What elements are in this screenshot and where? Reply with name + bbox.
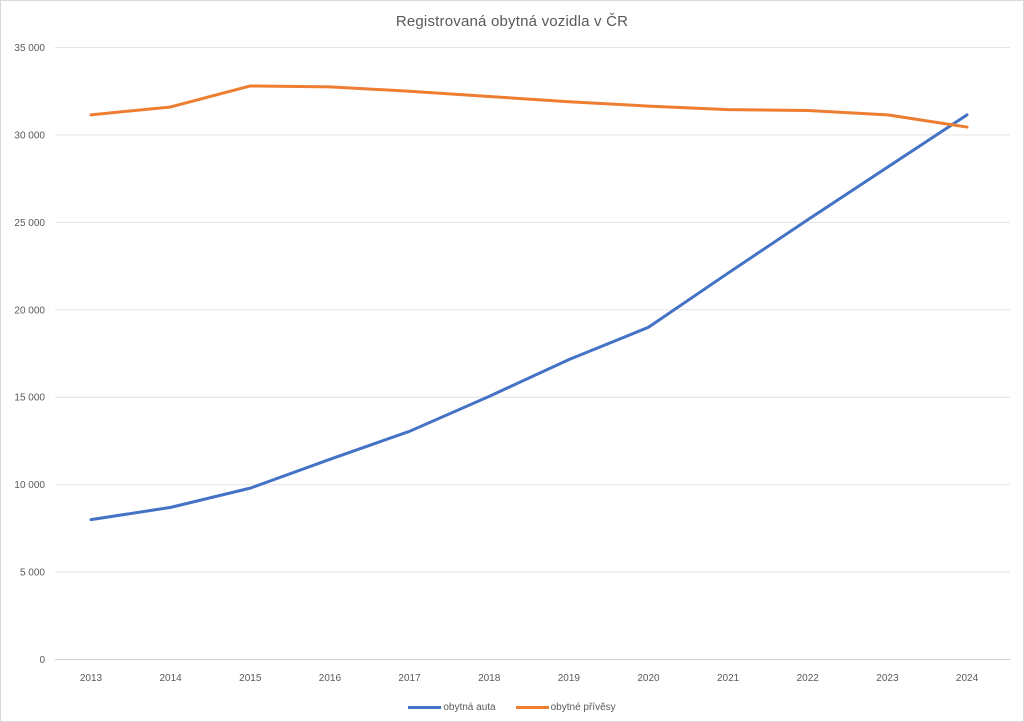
y-axis-tick-label: 25 000: [14, 218, 45, 229]
y-axis-tick-label: 35 000: [14, 43, 45, 54]
y-axis-tick-label: 10 000: [14, 480, 45, 491]
x-axis-tick-label: 2018: [478, 673, 501, 684]
legend-item-obytna-auta: obytná auta: [408, 702, 496, 713]
legend-line-marker-icon: [408, 706, 442, 709]
y-axis-tick-label: 5 000: [20, 568, 45, 579]
x-axis-tick-label: 2019: [558, 673, 581, 684]
legend-line-marker-icon: [515, 706, 549, 709]
x-axis-tick-label: 2020: [637, 673, 660, 684]
x-axis-tick-label: 2016: [319, 673, 342, 684]
legend-label: obytné přívěsy: [550, 702, 616, 713]
series-line-obytne-privesy: [89, 84, 969, 129]
series-line-obytna-auta: [89, 113, 969, 522]
legend: obytná auta obytné přívěsy: [1, 702, 1023, 713]
chart-title: Registrovaná obytná vozidla v ČR: [395, 13, 629, 30]
x-axis-tick-label: 2017: [398, 673, 421, 684]
legend-label: obytná auta: [443, 702, 496, 713]
y-axis-tick-label: 15 000: [14, 393, 45, 404]
y-axis-tick-label: 0: [39, 655, 45, 666]
legend-item-obytne-privesy: obytné přívěsy: [515, 702, 616, 713]
y-axis-tick-label: 30 000: [14, 130, 45, 141]
x-axis-tick-label: 2024: [956, 673, 979, 684]
x-axis-tick-label: 2013: [80, 673, 103, 684]
x-axis-tick-label: 2015: [239, 673, 262, 684]
x-axis-tick-label: 2022: [797, 673, 820, 684]
x-axis-tick-label: 2021: [717, 673, 740, 684]
x-axis-tick-label: 2023: [876, 673, 899, 684]
x-axis-tick-label: 2014: [160, 673, 183, 684]
y-axis-tick-label: 20 000: [14, 305, 45, 316]
